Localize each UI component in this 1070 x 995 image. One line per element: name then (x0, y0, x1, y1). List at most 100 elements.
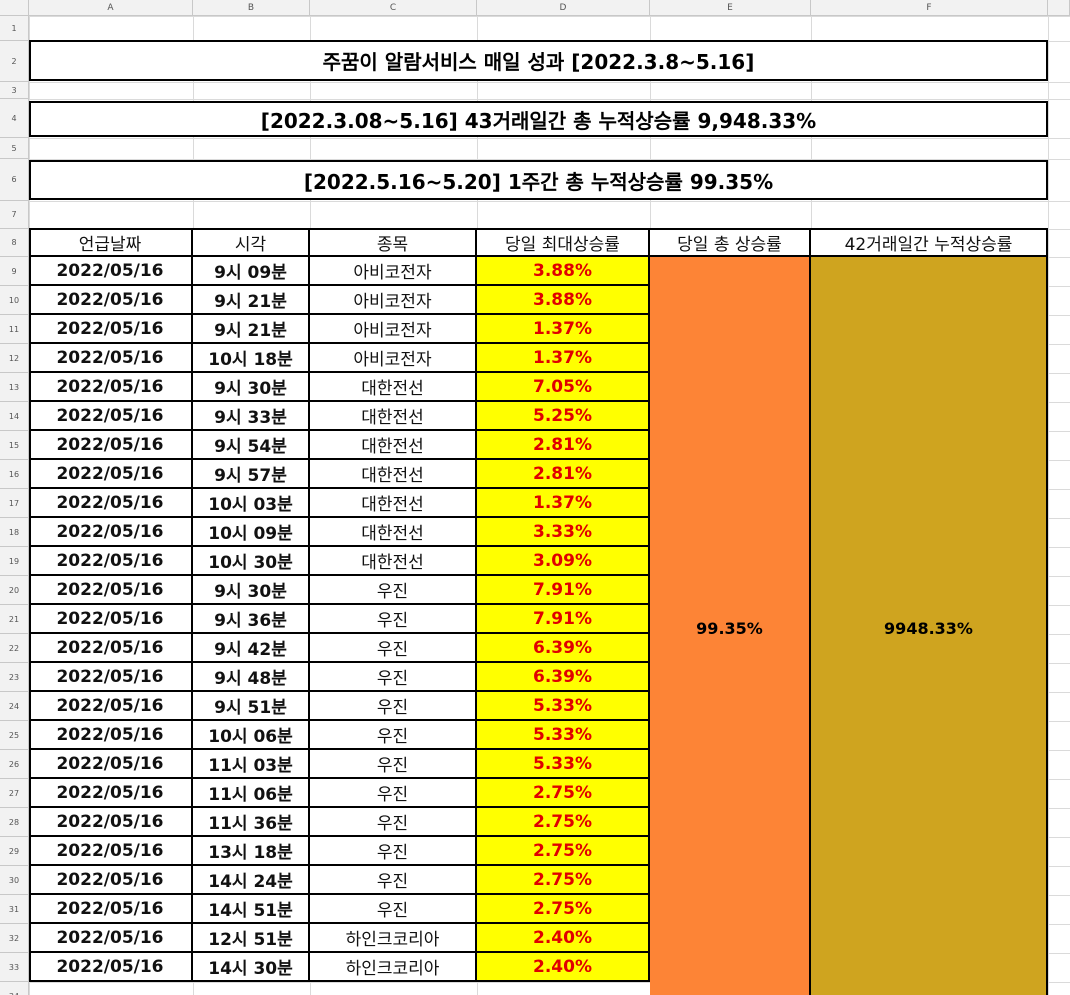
stock-cell[interactable]: 아비코전자 (310, 286, 477, 315)
date-cell[interactable]: 2022/05/16 (29, 344, 193, 373)
date-cell[interactable]: 2022/05/16 (29, 837, 193, 866)
date-cell[interactable]: 2022/05/16 (29, 866, 193, 895)
date-cell[interactable]: 2022/05/16 (29, 721, 193, 750)
row-header-9[interactable]: 9 (0, 257, 29, 286)
row-header-10[interactable]: 10 (0, 286, 29, 315)
time-cell[interactable]: 10시 06분 (193, 721, 310, 750)
stock-cell[interactable]: 대한전선 (310, 460, 477, 489)
date-cell[interactable]: 2022/05/16 (29, 431, 193, 460)
row-header-28[interactable]: 28 (0, 808, 29, 837)
date-cell[interactable]: 2022/05/16 (29, 750, 193, 779)
cumulative-42-cell[interactable]: 9948.33% (811, 257, 1048, 995)
time-cell[interactable]: 9시 21분 (193, 286, 310, 315)
row-header-15[interactable]: 15 (0, 431, 29, 460)
stock-cell[interactable]: 우진 (310, 895, 477, 924)
row-header-23[interactable]: 23 (0, 663, 29, 692)
header-cumulative[interactable]: 42거래일간 누적상승률 (811, 229, 1048, 257)
stock-cell[interactable]: 우진 (310, 663, 477, 692)
row-header-24[interactable]: 24 (0, 692, 29, 721)
max-rate-cell[interactable]: 5.33% (477, 721, 650, 750)
date-cell[interactable]: 2022/05/16 (29, 373, 193, 402)
max-rate-cell[interactable]: 2.75% (477, 866, 650, 895)
date-cell[interactable]: 2022/05/16 (29, 924, 193, 953)
column-header-b[interactable]: B (193, 0, 310, 16)
row-header-25[interactable]: 25 (0, 721, 29, 750)
time-cell[interactable]: 11시 36분 (193, 808, 310, 837)
stock-cell[interactable]: 대한전선 (310, 431, 477, 460)
max-rate-cell[interactable]: 2.75% (477, 837, 650, 866)
row-header-33[interactable]: 33 (0, 953, 29, 982)
max-rate-cell[interactable]: 7.91% (477, 576, 650, 605)
time-cell[interactable]: 10시 03분 (193, 489, 310, 518)
time-cell[interactable]: 10시 18분 (193, 344, 310, 373)
max-rate-cell[interactable]: 3.88% (477, 286, 650, 315)
row-header-27[interactable]: 27 (0, 779, 29, 808)
time-cell[interactable]: 9시 33분 (193, 402, 310, 431)
stock-cell[interactable]: 하인크코리아 (310, 924, 477, 953)
weekly-banner[interactable]: [2022.5.16~5.20] 1주간 총 누적상승률 99.35% (29, 160, 1048, 200)
max-rate-cell[interactable]: 5.33% (477, 692, 650, 721)
time-cell[interactable]: 9시 36분 (193, 605, 310, 634)
stock-cell[interactable]: 대한전선 (310, 547, 477, 576)
stock-cell[interactable]: 우진 (310, 692, 477, 721)
date-cell[interactable]: 2022/05/16 (29, 808, 193, 837)
date-cell[interactable]: 2022/05/16 (29, 895, 193, 924)
row-header-12[interactable]: 12 (0, 344, 29, 373)
max-rate-cell[interactable]: 3.09% (477, 547, 650, 576)
time-cell[interactable]: 14시 24분 (193, 866, 310, 895)
row-header-32[interactable]: 32 (0, 924, 29, 953)
max-rate-cell[interactable]: 3.33% (477, 518, 650, 547)
row-header-29[interactable]: 29 (0, 837, 29, 866)
date-cell[interactable]: 2022/05/16 (29, 634, 193, 663)
title-banner[interactable]: 주꿈이 알람서비스 매일 성과 [2022.3.8~5.16] (29, 40, 1048, 81)
max-rate-cell[interactable]: 7.91% (477, 605, 650, 634)
max-rate-cell[interactable]: 3.88% (477, 257, 650, 286)
time-cell[interactable]: 9시 21분 (193, 315, 310, 344)
max-rate-cell[interactable]: 2.40% (477, 953, 650, 982)
row-header-30[interactable]: 30 (0, 866, 29, 895)
select-all-corner[interactable] (0, 0, 29, 16)
date-cell[interactable]: 2022/05/16 (29, 257, 193, 286)
max-rate-cell[interactable]: 1.37% (477, 344, 650, 373)
row-header-22[interactable]: 22 (0, 634, 29, 663)
stock-cell[interactable]: 우진 (310, 634, 477, 663)
row-header-18[interactable]: 18 (0, 518, 29, 547)
time-cell[interactable]: 9시 51분 (193, 692, 310, 721)
date-cell[interactable]: 2022/05/16 (29, 518, 193, 547)
column-header-f[interactable]: F (811, 0, 1048, 16)
header-date[interactable]: 언급날짜 (29, 229, 193, 257)
time-cell[interactable]: 13시 18분 (193, 837, 310, 866)
max-rate-cell[interactable]: 2.81% (477, 431, 650, 460)
stock-cell[interactable]: 대한전선 (310, 373, 477, 402)
date-cell[interactable]: 2022/05/16 (29, 953, 193, 982)
stock-cell[interactable]: 대한전선 (310, 489, 477, 518)
date-cell[interactable]: 2022/05/16 (29, 663, 193, 692)
row-header-16[interactable]: 16 (0, 460, 29, 489)
row-header-3[interactable]: 3 (0, 82, 29, 99)
time-cell[interactable]: 12시 51분 (193, 924, 310, 953)
date-cell[interactable]: 2022/05/16 (29, 402, 193, 431)
row-header-21[interactable]: 21 (0, 605, 29, 634)
max-rate-cell[interactable]: 1.37% (477, 489, 650, 518)
max-rate-cell[interactable]: 6.39% (477, 634, 650, 663)
time-cell[interactable]: 9시 09분 (193, 257, 310, 286)
row-header-1[interactable]: 1 (0, 16, 29, 41)
date-cell[interactable]: 2022/05/16 (29, 692, 193, 721)
stock-cell[interactable]: 대한전선 (310, 402, 477, 431)
column-header-e[interactable]: E (650, 0, 811, 16)
date-cell[interactable]: 2022/05/16 (29, 605, 193, 634)
date-cell[interactable]: 2022/05/16 (29, 576, 193, 605)
row-header-6[interactable]: 6 (0, 159, 29, 201)
header-max-rate[interactable]: 당일 최대상승률 (477, 229, 650, 257)
max-rate-cell[interactable]: 5.25% (477, 402, 650, 431)
row-header-14[interactable]: 14 (0, 402, 29, 431)
stock-cell[interactable]: 우진 (310, 779, 477, 808)
row-header-7[interactable]: 7 (0, 201, 29, 229)
daily-total-cell[interactable]: 99.35% (650, 257, 811, 995)
header-daily-total[interactable]: 당일 총 상승률 (650, 229, 811, 257)
max-rate-cell[interactable]: 2.40% (477, 924, 650, 953)
stock-cell[interactable]: 아비코전자 (310, 344, 477, 373)
date-cell[interactable]: 2022/05/16 (29, 547, 193, 576)
date-cell[interactable]: 2022/05/16 (29, 286, 193, 315)
date-cell[interactable]: 2022/05/16 (29, 460, 193, 489)
